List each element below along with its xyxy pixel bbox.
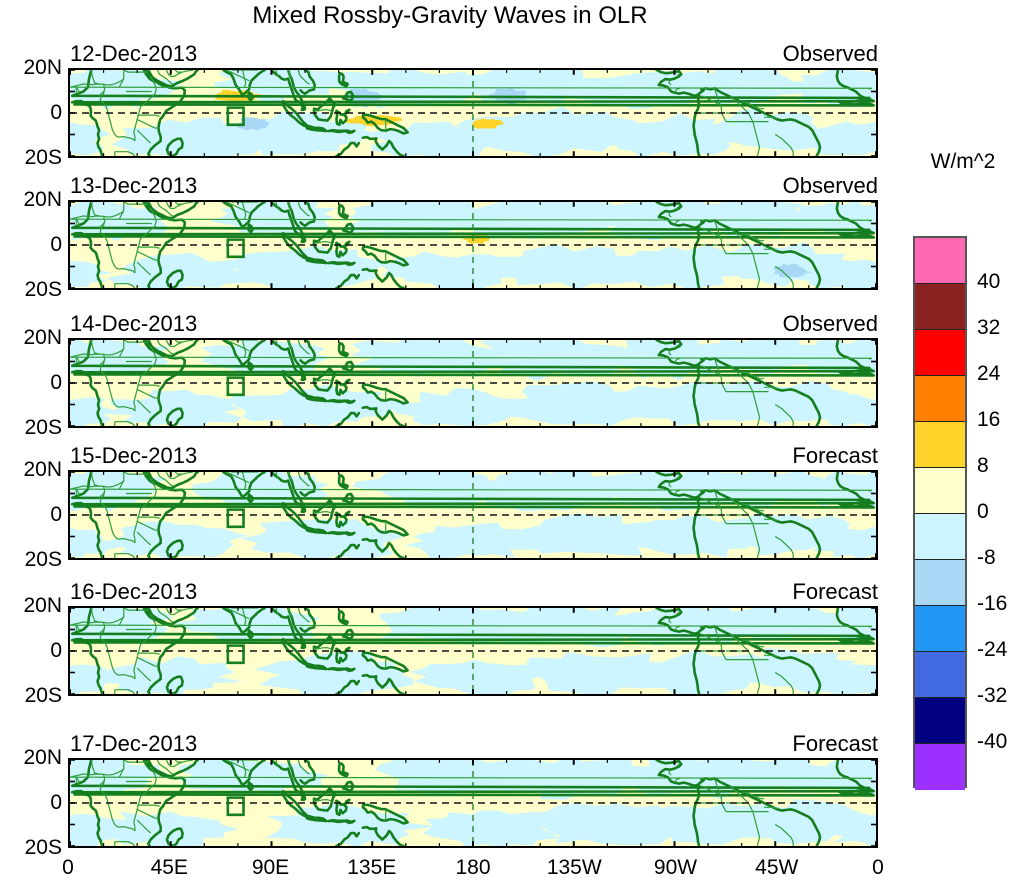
y-tick-label: 20S	[24, 836, 62, 859]
y-axis-labels: 20N 0 20S	[0, 746, 62, 859]
x-tick-label: 90E	[251, 856, 290, 879]
y-axis-labels: 20N 0 20S	[0, 188, 62, 301]
y-axis-labels: 20N 0 20S	[0, 326, 62, 439]
panel-kind-label: Observed	[782, 41, 878, 66]
panel-kind-label: Forecast	[792, 443, 878, 468]
x-tick-label: 45W	[755, 856, 799, 879]
colorbar-band	[915, 330, 965, 376]
colorbar-band	[915, 284, 965, 330]
panel-kind-label: Observed	[782, 311, 878, 336]
colorbar-band	[915, 698, 965, 744]
panel-date-label: 12-Dec-2013	[70, 41, 198, 66]
x-axis-labels: 0 45E 90E 135E 180 135W 90W 45W 0	[0, 856, 900, 890]
y-tick-label: 20S	[24, 146, 62, 169]
colorbar-tick-label: 0	[977, 500, 989, 523]
panel-date-label: 13-Dec-2013	[70, 173, 198, 198]
panel-4: 15-Dec-2013 Forecast 20N 0 20S	[0, 443, 900, 571]
panel-kind-label: Observed	[782, 173, 878, 198]
colorbar-band	[915, 238, 965, 284]
colorbar-band	[915, 744, 965, 790]
colorbar-tick-label: -40	[977, 730, 1008, 753]
y-tick-label: 0	[50, 371, 62, 394]
y-tick-label: 0	[50, 101, 62, 124]
colorbar-band	[915, 652, 965, 698]
colorbar-tick-label: 24	[977, 362, 1001, 385]
panel-6: 17-Dec-2013 Forecast 20N 0 20S	[0, 731, 900, 859]
x-tick-label: 135W	[546, 856, 602, 879]
y-axis-labels: 20N 0 20S	[0, 56, 62, 169]
y-tick-label: 0	[50, 791, 62, 814]
colorbar-tick-label: 16	[977, 408, 1001, 431]
colorbar-band	[915, 560, 965, 606]
colorbar-strip	[913, 236, 967, 790]
map-plot-area	[68, 338, 878, 428]
y-tick-label: 20S	[24, 548, 62, 571]
page-title: Mixed Rossby-Gravity Waves in OLR	[252, 2, 648, 29]
colorbar-band	[915, 422, 965, 468]
panel-date-label: 16-Dec-2013	[70, 579, 198, 604]
x-tick-label: 135E	[347, 856, 397, 879]
x-tick-label: 0	[872, 856, 884, 879]
panel-1: 12-Dec-2013 Observed 20N 0 20S	[0, 41, 900, 169]
panel-date-label: 17-Dec-2013	[70, 731, 198, 756]
panel-date-label: 14-Dec-2013	[70, 311, 198, 336]
y-tick-label: 20N	[23, 458, 62, 481]
x-tick-label: 180	[455, 856, 491, 879]
map-plot-area	[68, 606, 878, 696]
colorbar-band	[915, 376, 965, 422]
map-plot-area	[68, 758, 878, 848]
colorbar-tick-label: -24	[977, 638, 1008, 661]
x-tick-label: 45E	[150, 856, 188, 879]
panel-3: 14-Dec-2013 Observed 20N 0 20S	[0, 311, 900, 439]
y-tick-label: 0	[50, 233, 62, 256]
y-tick-label: 20S	[24, 416, 62, 439]
panel-5: 16-Dec-2013 Forecast 20N 0 20S	[0, 579, 900, 707]
y-tick-label: 20N	[23, 56, 62, 79]
panel-date-label: 15-Dec-2013	[70, 443, 198, 468]
y-tick-label: 20S	[24, 278, 62, 301]
y-axis-labels: 20N 0 20S	[0, 458, 62, 571]
y-tick-label: 20N	[23, 594, 62, 617]
y-tick-label: 0	[50, 503, 62, 526]
y-axis-labels: 20N 0 20S	[0, 594, 62, 707]
y-tick-label: 20N	[23, 746, 62, 769]
colorbar-tick-label: 32	[977, 316, 1001, 339]
colorbar-band	[915, 468, 965, 514]
map-plot-area	[68, 200, 878, 290]
y-tick-label: 20N	[23, 326, 62, 349]
map-plot-area	[68, 470, 878, 560]
colorbar-band	[915, 514, 965, 560]
colorbar-band	[915, 606, 965, 652]
x-tick-label: 0	[62, 856, 74, 879]
panel-kind-label: Forecast	[792, 579, 878, 604]
y-tick-label: 20N	[23, 188, 62, 211]
panel-2: 13-Dec-2013 Observed 20N 0 20S	[0, 173, 900, 301]
colorbar-tick-label: -32	[977, 684, 1008, 707]
colorbar-tick-label: 40	[977, 270, 1001, 293]
map-plot-area	[68, 68, 878, 158]
x-tick-label: 90W	[653, 856, 698, 879]
y-tick-label: 0	[50, 639, 62, 662]
panel-kind-label: Forecast	[792, 731, 878, 756]
colorbar: W/m^2 40 32 24 16 8 0 -8 -16 -24 -32 -40	[905, 150, 1021, 810]
colorbar-tick-label: -16	[977, 592, 1008, 615]
colorbar-tick-label: -8	[977, 546, 996, 569]
y-tick-label: 20S	[24, 684, 62, 707]
colorbar-tick-label: 8	[977, 454, 989, 477]
colorbar-units-label: W/m^2	[930, 150, 996, 173]
